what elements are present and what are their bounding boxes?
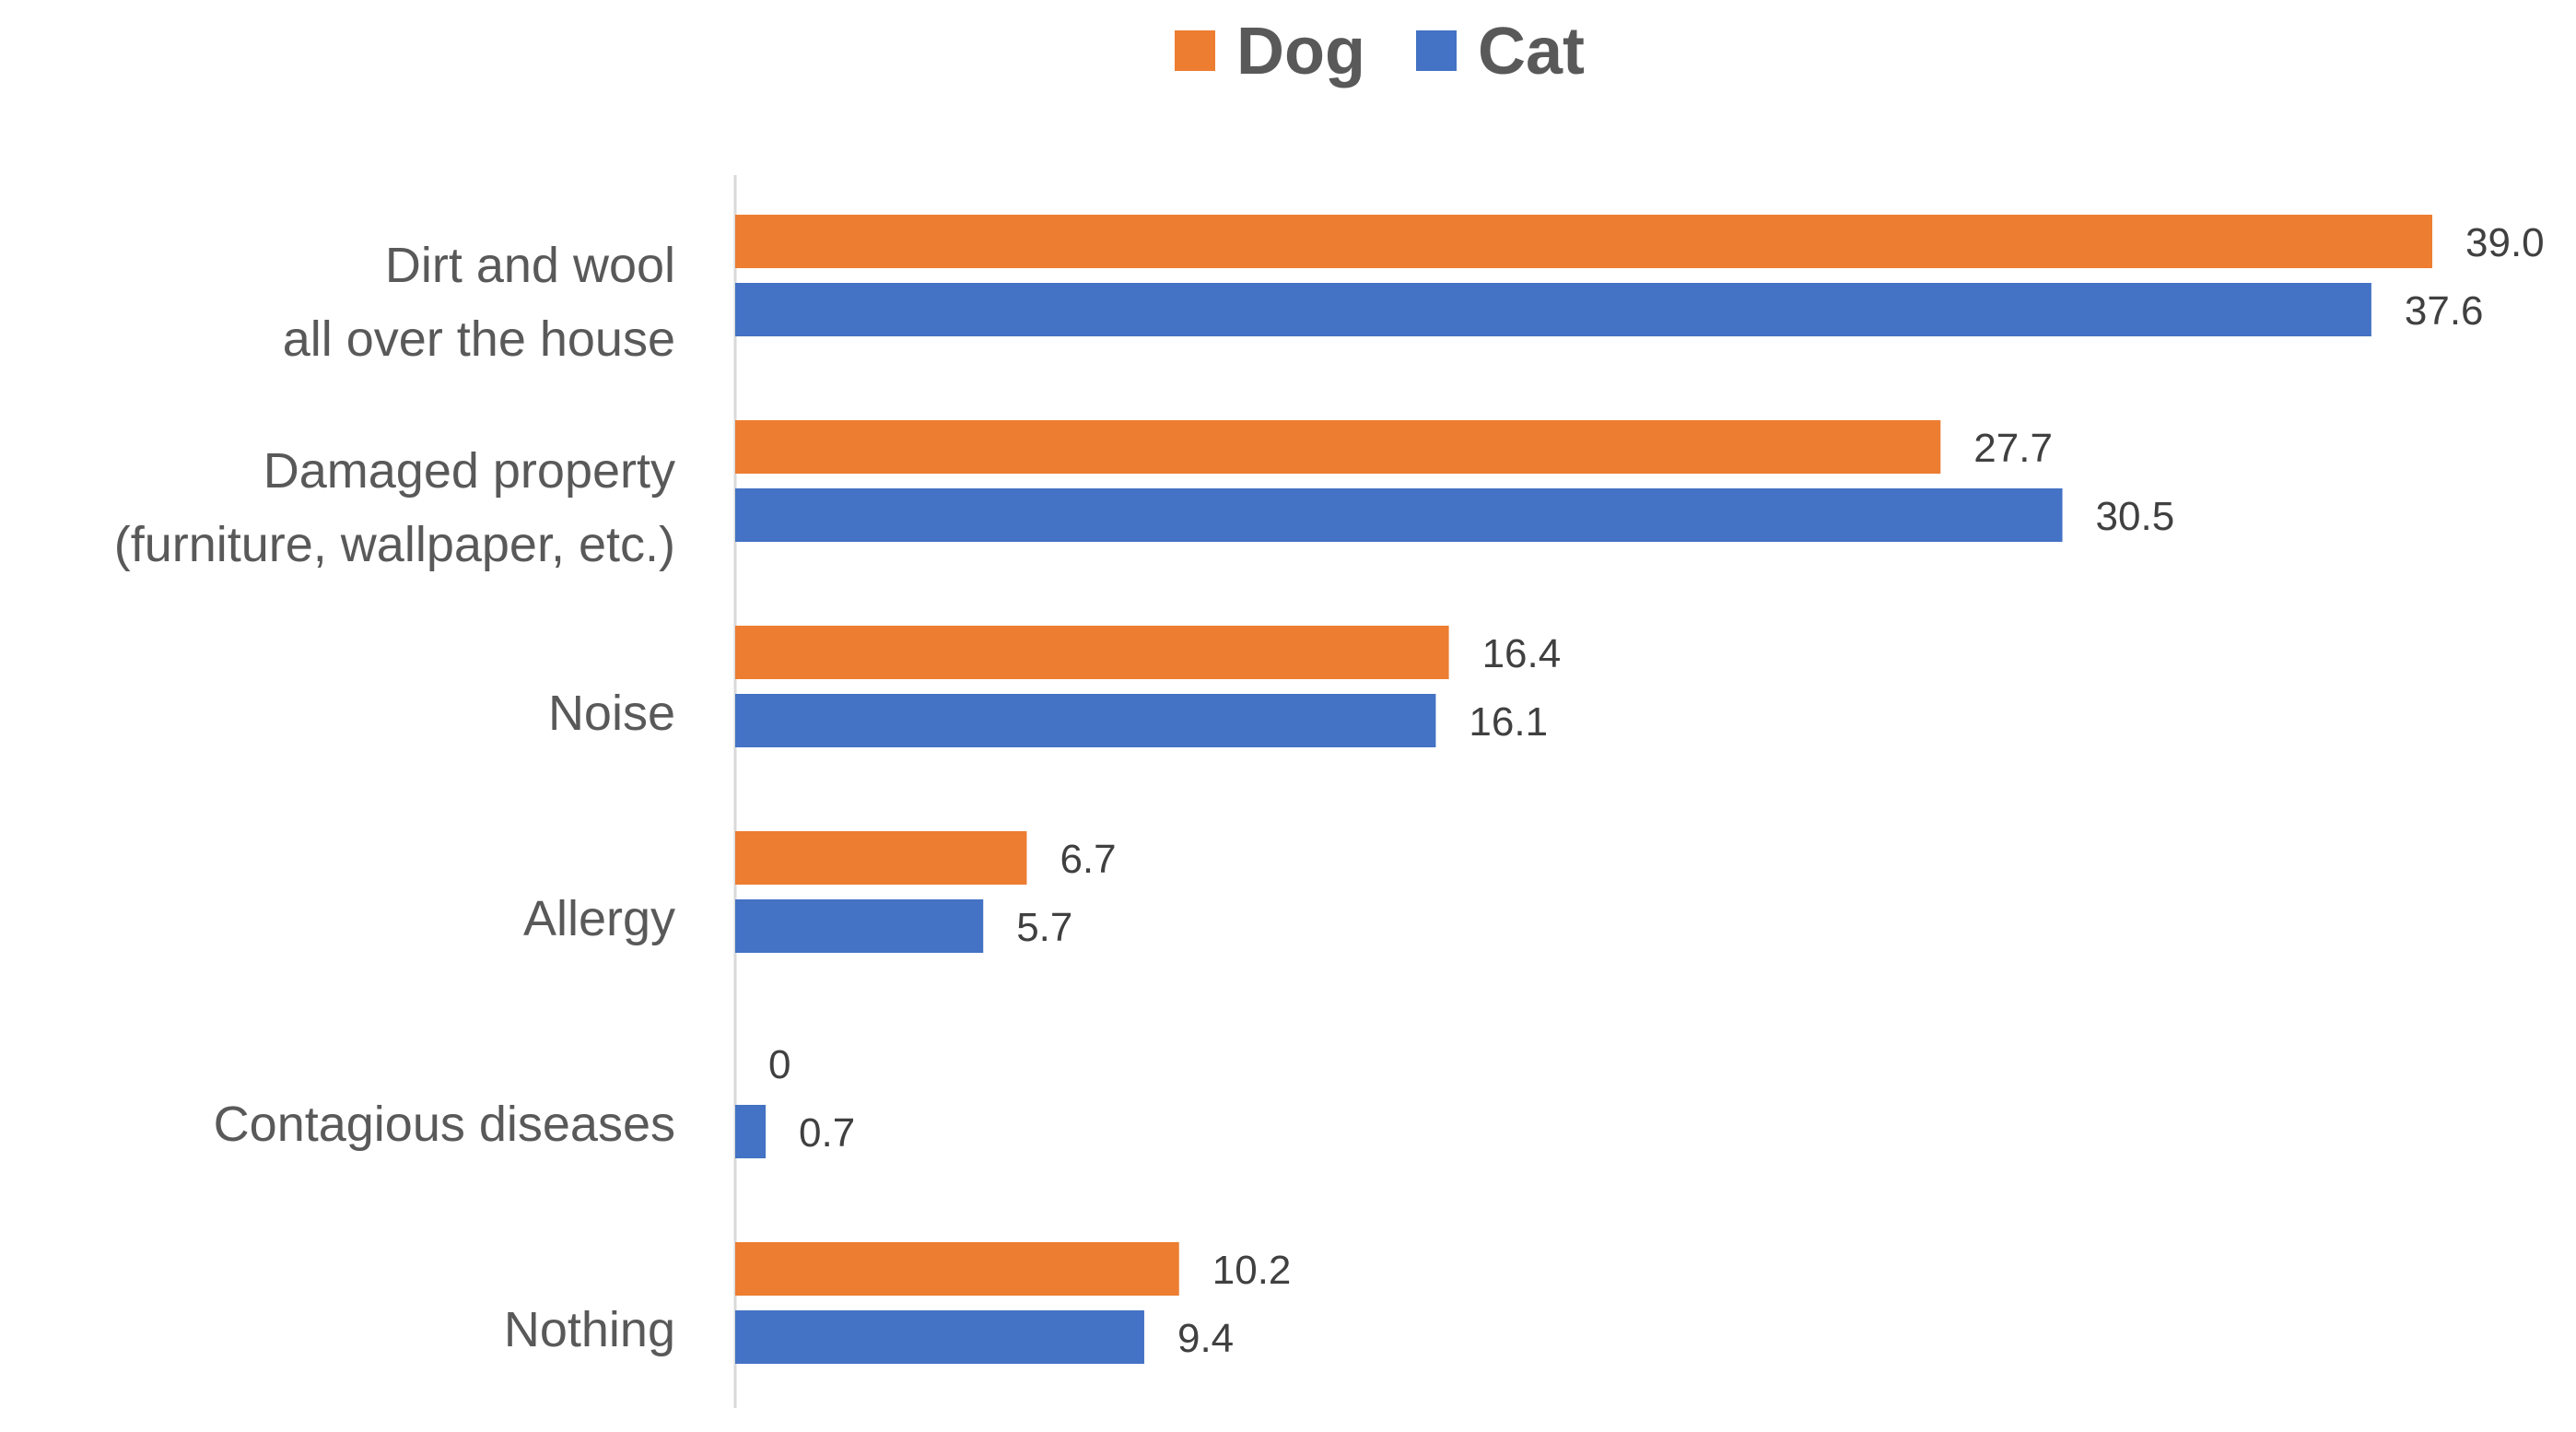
category-labels: Dirt and wool all over the house Damaged p…	[114, 238, 675, 1357]
bar-cat-6	[735, 1310, 1144, 1364]
category-label-5: Contagious diseases	[214, 1097, 675, 1152]
data-label-cat-6: 9.4	[1177, 1316, 1234, 1361]
legend-label-dog: Dog	[1236, 15, 1365, 88]
data-labels: 39.0 37.6 27.7 30.5 16.4 16.1 6.7 5.7 00.7 10.2 9.…	[768, 220, 2545, 1361]
legend: Dog Cat	[1175, 15, 1585, 88]
category-label-2-line-2: (furniture, wallpaper, etc.)	[114, 517, 675, 572]
data-label-cat-4: 5.7	[1016, 905, 1072, 950]
category-label-1-line-2: all over the house	[283, 311, 675, 367]
bar-cat-3	[735, 694, 1436, 747]
bar-dog-3	[735, 626, 1449, 679]
category-label-2-line-1: Damaged property	[263, 443, 675, 499]
data-label-cat-5: 0.7	[799, 1110, 855, 1156]
legend-swatch-dog	[1175, 30, 1215, 71]
category-label-3: Noise	[548, 686, 675, 741]
data-label-dog-2: 27.7	[1973, 426, 2053, 471]
data-label-dog-6: 10.2	[1212, 1248, 1292, 1293]
data-label-dog-1: 39.0	[2465, 220, 2545, 265]
bar-cat-5	[735, 1105, 767, 1158]
bar-cat-1	[735, 283, 2371, 336]
category-label-1-line-1: Dirt and wool	[385, 238, 675, 293]
bar-dog-2	[735, 420, 1941, 474]
bar-dog-1	[735, 215, 2432, 268]
data-label-cat-3: 16.1	[1469, 699, 1548, 745]
data-label-dog-4: 6.7	[1060, 837, 1116, 882]
legend-label-cat: Cat	[1478, 15, 1585, 88]
data-label-cat-2: 30.5	[2096, 494, 2175, 539]
data-label-cat-1: 37.6	[2405, 288, 2484, 334]
bar-cat-2	[735, 488, 2063, 542]
data-label-dog-3: 16.4	[1482, 631, 1562, 676]
category-label-6: Nothing	[504, 1302, 675, 1357]
bar-dog-4	[735, 831, 1027, 885]
data-label-dog-5: 0	[768, 1042, 790, 1087]
bars	[735, 215, 2432, 1364]
category-label-4: Allergy	[523, 891, 675, 946]
bar-cat-4	[735, 899, 984, 953]
legend-swatch-cat	[1416, 30, 1457, 71]
bar-dog-6	[735, 1242, 1179, 1296]
